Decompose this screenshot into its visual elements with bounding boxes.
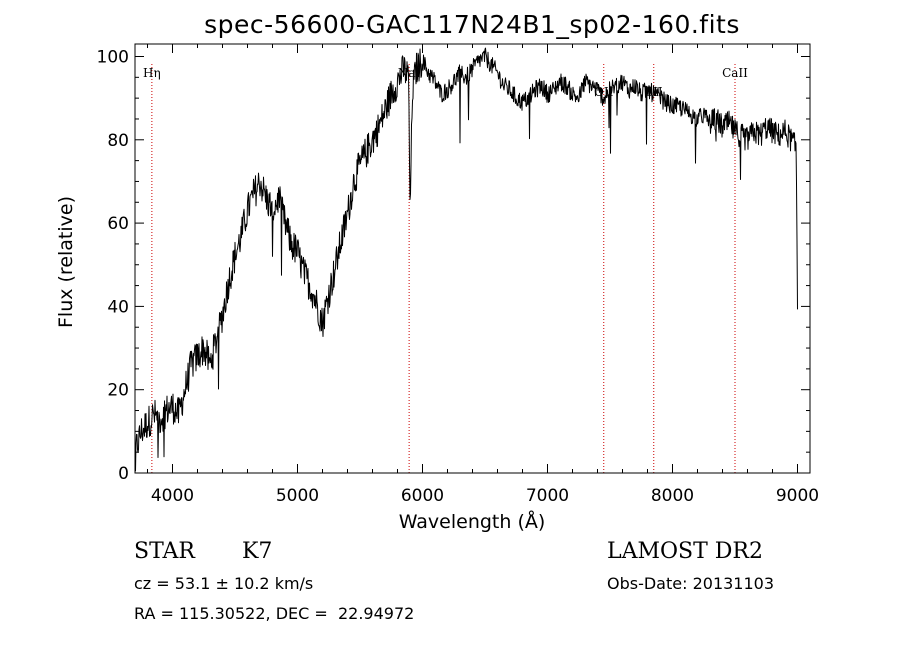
y-tick-label: 100 bbox=[97, 47, 129, 67]
marker-label: Hη bbox=[143, 66, 161, 80]
x-tick-label: 7000 bbox=[526, 486, 569, 506]
x-tick-label: 8000 bbox=[651, 486, 694, 506]
y-tick-label: 0 bbox=[118, 464, 129, 484]
x-tick-label: 4000 bbox=[151, 486, 194, 506]
redshift-text: cz = 53.1 ± 10.2 km/s bbox=[134, 574, 314, 593]
chart-title: spec-56600-GAC117N24B1_sp02-160.fits bbox=[204, 10, 740, 39]
object-class: STAR bbox=[134, 539, 195, 564]
x-tick-label: 5000 bbox=[276, 486, 319, 506]
x-tick-label: 6000 bbox=[401, 486, 444, 506]
y-axis-label: Flux (relative) bbox=[55, 196, 77, 328]
object-subclass: K7 bbox=[242, 539, 273, 564]
y-tick-label: 80 bbox=[107, 131, 129, 151]
y-tick-label: 40 bbox=[107, 297, 129, 317]
x-axis-ticks: 4000 5000 6000 7000 8000 9000 bbox=[147, 44, 819, 506]
y-axis-ticks: 0 20 40 60 80 100 bbox=[97, 47, 810, 484]
y-tick-label: 60 bbox=[107, 214, 129, 234]
obs-date-text: Obs-Date: 20131103 bbox=[607, 574, 775, 593]
y-tick-label: 20 bbox=[107, 381, 129, 401]
survey-name: LAMOST DR2 bbox=[607, 539, 763, 564]
x-tick-label: 9000 bbox=[776, 486, 819, 506]
x-axis-label: Wavelength (Å) bbox=[399, 510, 546, 533]
spectrum-line bbox=[134, 47, 798, 472]
marker-label: CaII bbox=[722, 66, 748, 80]
coords-text: RA = 115.30522, DEC = 22.94972 bbox=[134, 604, 415, 623]
